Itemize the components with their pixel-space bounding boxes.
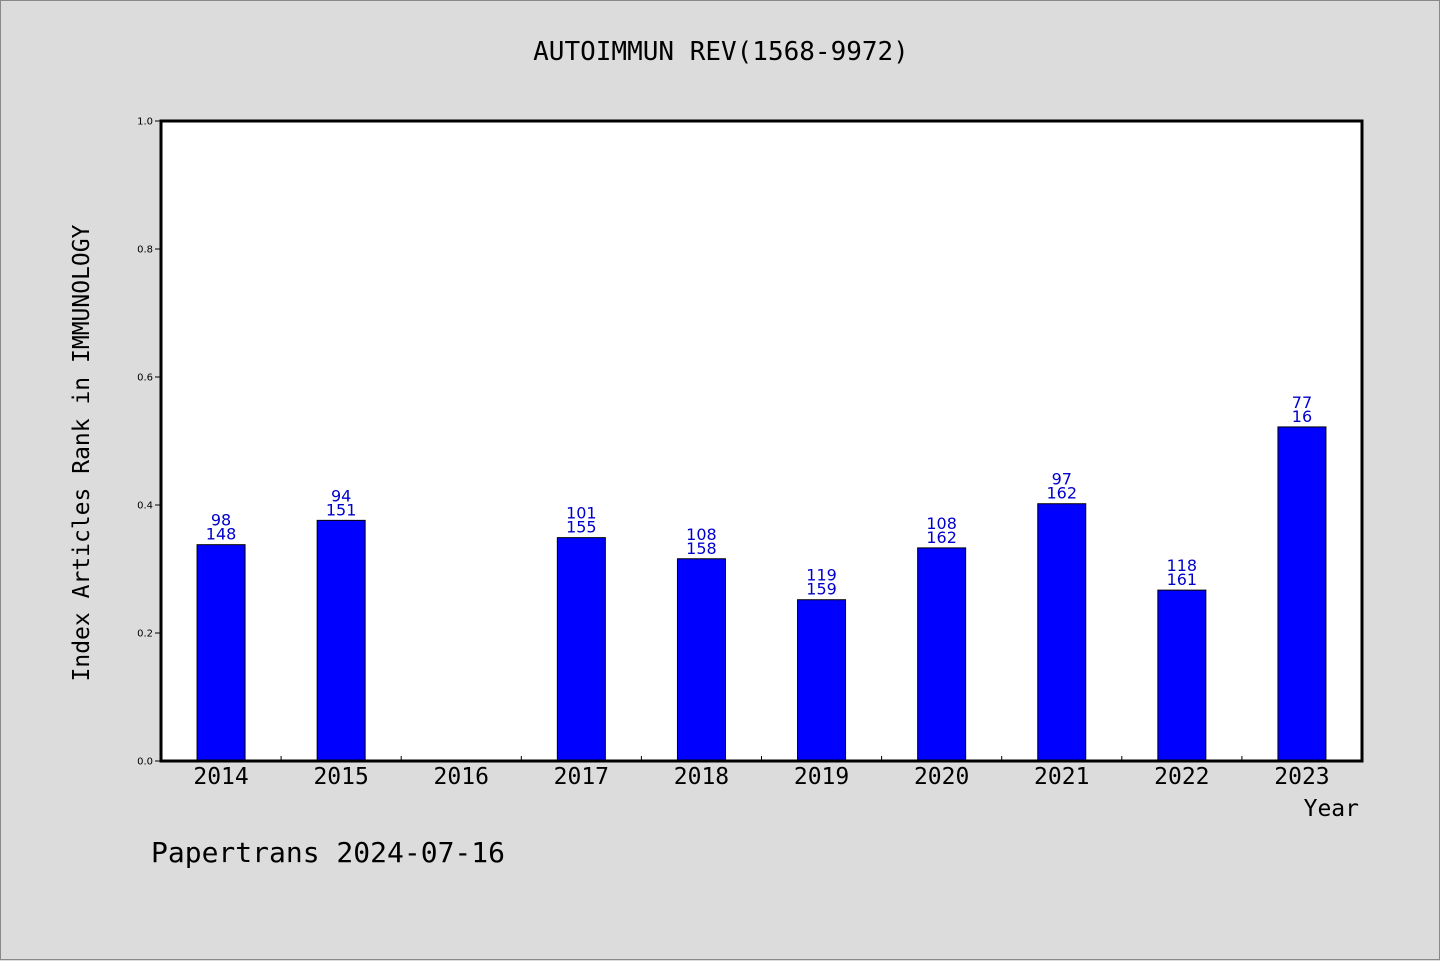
bar-label-top: 94 <box>331 486 351 505</box>
x-tick-label: 2014 <box>193 764 248 790</box>
bar <box>556 537 606 762</box>
chart-title: AUTOIMMUN REV(1568-9972) <box>533 37 909 67</box>
x-tick-label: 2019 <box>794 764 849 790</box>
bar-label-top: 118 <box>1167 556 1198 575</box>
bar-label-bottom: 155 <box>566 518 597 537</box>
y-tick-label: 0.2 <box>137 629 153 640</box>
x-tick-label: 2017 <box>554 764 609 790</box>
bar-label-bottom: 162 <box>926 528 957 547</box>
bar-label-bottom: 148 <box>206 525 237 544</box>
x-tick-label: 2015 <box>313 764 368 790</box>
bar <box>797 599 847 762</box>
bar-label-bottom: 151 <box>326 500 357 519</box>
x-tick-label: 2021 <box>1034 764 1089 790</box>
bar <box>1157 589 1207 762</box>
x-tick-label: 2022 <box>1154 764 1209 790</box>
y-tick-label: 1.0 <box>137 117 153 128</box>
bar-label-top: 101 <box>566 504 597 523</box>
bar <box>917 547 967 762</box>
bar-label-bottom: 161 <box>1167 570 1198 589</box>
x-tick-label: 2023 <box>1274 764 1329 790</box>
x-tick-label: 2018 <box>674 764 729 790</box>
bar-label-top: 108 <box>926 514 957 533</box>
bar-label-bottom: 16 <box>1292 407 1312 426</box>
x-axis-title: Year <box>1303 796 1359 822</box>
x-tick-label: 2016 <box>434 764 489 790</box>
bar-label-bottom: 159 <box>806 580 837 599</box>
bar <box>196 544 246 762</box>
y-tick-label: 0.8 <box>137 245 153 256</box>
y-tick-label: 0.0 <box>137 757 153 768</box>
bar-label-top: 119 <box>806 566 837 585</box>
bar <box>316 519 366 762</box>
bar-label-top: 97 <box>1052 470 1072 489</box>
bar <box>676 558 726 762</box>
y-tick-label: 0.6 <box>137 373 153 384</box>
bar <box>1037 503 1087 762</box>
bar-label-bottom: 158 <box>686 539 717 558</box>
plot-frame <box>159 119 1364 763</box>
y-tick-label: 0.4 <box>137 501 153 512</box>
bar-label-bottom: 162 <box>1046 484 1077 503</box>
bar-label-top: 98 <box>211 511 231 530</box>
x-tick-label: 2020 <box>914 764 969 790</box>
footer-note: Papertrans 2024-07-16 <box>151 836 506 869</box>
bar <box>1277 426 1327 762</box>
bar-label-top: 108 <box>686 525 717 544</box>
bar-label-top: 77 <box>1292 393 1312 412</box>
